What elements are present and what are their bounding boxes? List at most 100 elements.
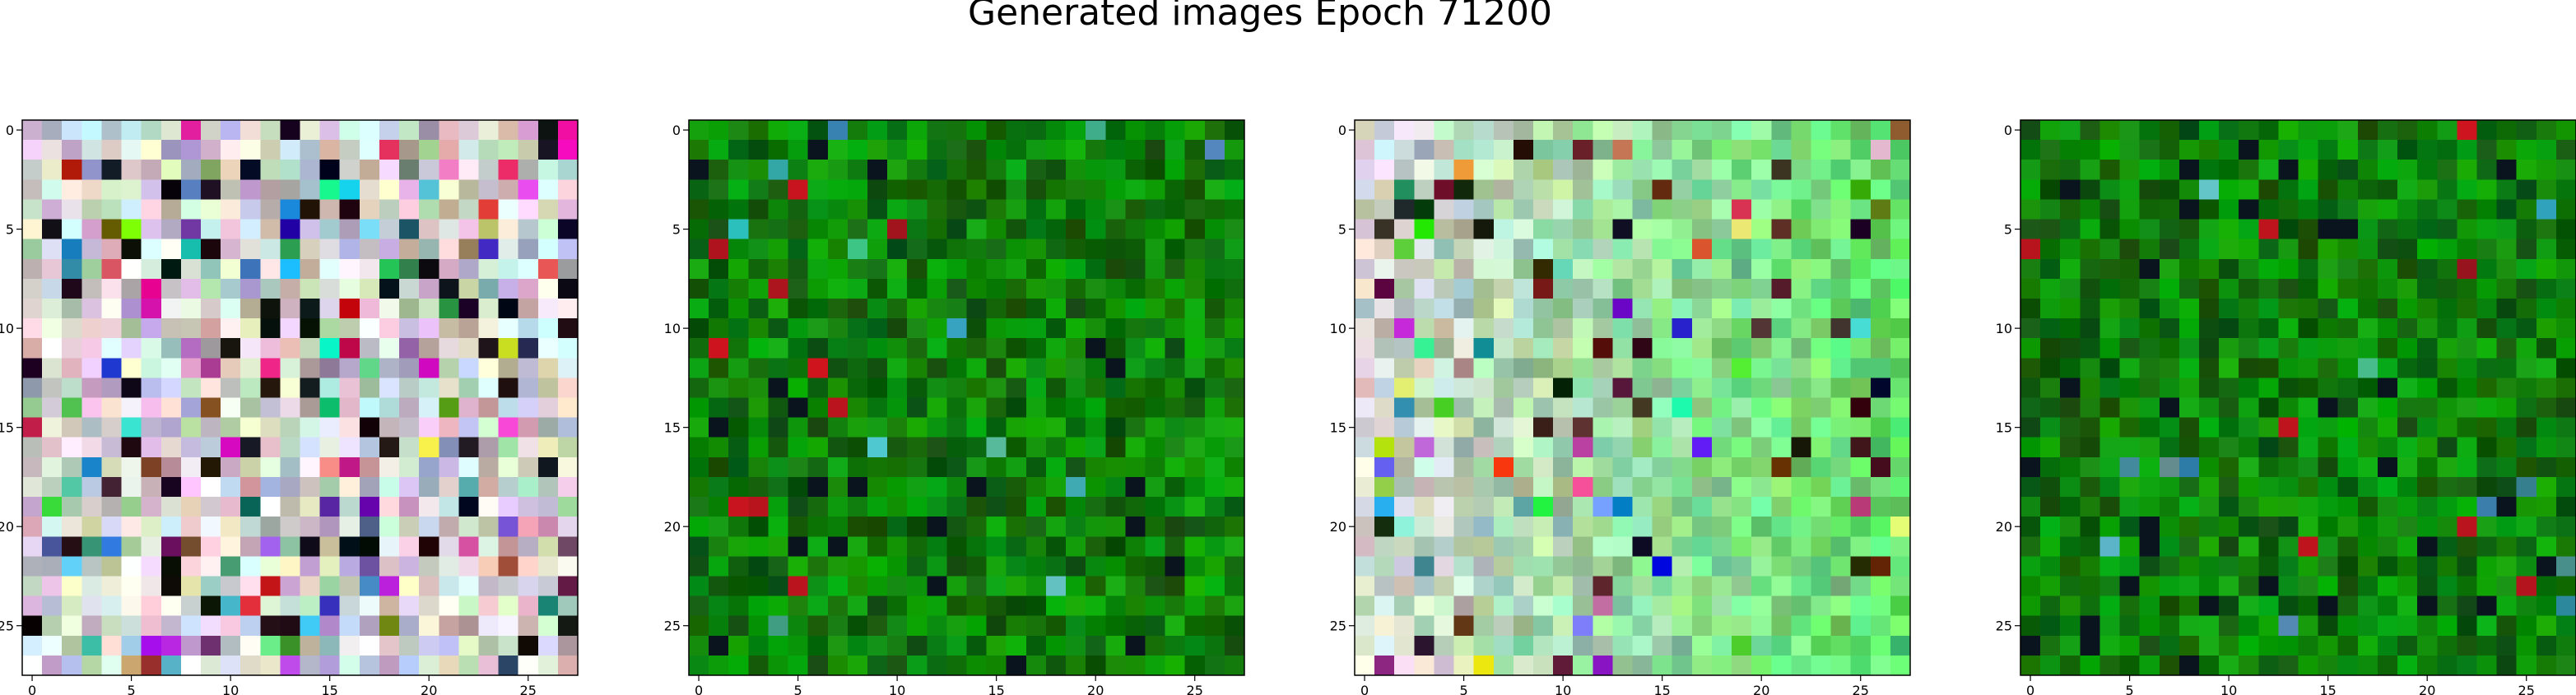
pixel	[827, 278, 849, 299]
pixel	[1830, 318, 1852, 339]
pixel	[1434, 140, 1455, 160]
pixel	[1394, 318, 1415, 339]
pixel	[768, 338, 789, 359]
pixel	[788, 140, 809, 160]
pixel	[1025, 437, 1047, 458]
pixel	[1394, 536, 1415, 557]
pixel	[827, 358, 849, 378]
pixel	[1553, 278, 1574, 299]
pixel	[2198, 358, 2220, 378]
pixel	[1045, 179, 1067, 201]
pixel	[2318, 576, 2339, 597]
pixel	[1771, 179, 1792, 201]
pixel	[2119, 437, 2141, 458]
pixel	[2318, 397, 2339, 419]
pixel	[399, 476, 420, 498]
pixel	[2258, 298, 2279, 319]
pixel	[1791, 219, 1812, 240]
pixel	[2536, 258, 2557, 280]
pixel	[2198, 318, 2220, 339]
pixel	[1513, 556, 1534, 577]
pixel	[1711, 456, 1732, 478]
pixel	[2555, 397, 2576, 419]
y-tick-label: 10	[664, 321, 681, 336]
pixel	[946, 497, 968, 517]
pixel	[2278, 199, 2299, 220]
pixel	[1652, 160, 1673, 180]
pixel	[1691, 497, 1713, 517]
pixel	[1612, 179, 1634, 201]
pixel	[807, 318, 829, 339]
pixel	[359, 318, 380, 339]
pixel	[807, 456, 829, 478]
pixel	[458, 298, 480, 319]
pixel	[319, 160, 341, 180]
pixel	[1612, 397, 1634, 419]
pixel	[2298, 278, 2319, 299]
pixel	[1593, 239, 1613, 260]
pixel	[2040, 338, 2061, 359]
pixel	[1184, 655, 1206, 676]
pixel	[907, 595, 928, 617]
pixel	[1652, 278, 1673, 299]
pixel	[458, 160, 480, 180]
pixel	[557, 417, 579, 438]
pixel	[748, 140, 770, 160]
pixel	[359, 298, 380, 319]
pixel	[2119, 199, 2141, 220]
pixel	[2496, 615, 2518, 637]
pixel	[966, 160, 988, 180]
pixel	[2119, 517, 2141, 537]
pixel	[42, 358, 63, 378]
pixel	[300, 160, 321, 180]
pixel	[359, 258, 380, 280]
pixel	[1593, 358, 1613, 378]
pixel	[557, 179, 579, 201]
pixel	[1165, 219, 1186, 240]
pixel	[1224, 655, 1245, 676]
pixel	[1145, 258, 1166, 280]
pixel	[768, 298, 789, 319]
pixel	[1025, 179, 1047, 201]
pixel	[1453, 476, 1475, 498]
pixel	[2159, 655, 2180, 676]
pixel	[22, 140, 43, 160]
pixel	[1652, 556, 1673, 577]
pixel	[1672, 437, 1693, 458]
pixel	[101, 140, 123, 160]
pixel	[557, 655, 579, 676]
pixel	[1652, 179, 1673, 201]
pixel	[2357, 160, 2378, 180]
pixel	[1751, 476, 1772, 498]
pixel	[966, 517, 988, 537]
pixel	[986, 397, 1007, 419]
pixel	[728, 378, 749, 399]
pixel	[419, 556, 439, 577]
pixel	[1732, 199, 1752, 220]
pixel	[1850, 437, 1872, 458]
pixel	[748, 338, 770, 359]
pixel	[2457, 655, 2478, 676]
pixel	[2020, 378, 2041, 399]
pixel	[807, 338, 829, 359]
pixel	[2060, 338, 2081, 359]
pixel	[1732, 595, 1752, 617]
pixel	[22, 239, 43, 260]
pixel	[1711, 219, 1732, 240]
pixel	[1414, 239, 1435, 260]
pixel	[2258, 179, 2279, 201]
pixel	[221, 140, 241, 160]
pixel	[2298, 595, 2319, 617]
pixel	[359, 476, 380, 498]
pixel	[399, 179, 420, 201]
pixel	[2437, 278, 2457, 299]
pixel	[1632, 655, 1653, 676]
pixel	[1355, 179, 1375, 201]
pixel	[2219, 517, 2239, 537]
pixel	[2357, 536, 2378, 557]
pixel	[2337, 258, 2359, 280]
pixel	[359, 160, 380, 180]
pixel	[689, 160, 709, 180]
panel-1-frame	[21, 119, 579, 676]
pixel	[946, 476, 968, 498]
